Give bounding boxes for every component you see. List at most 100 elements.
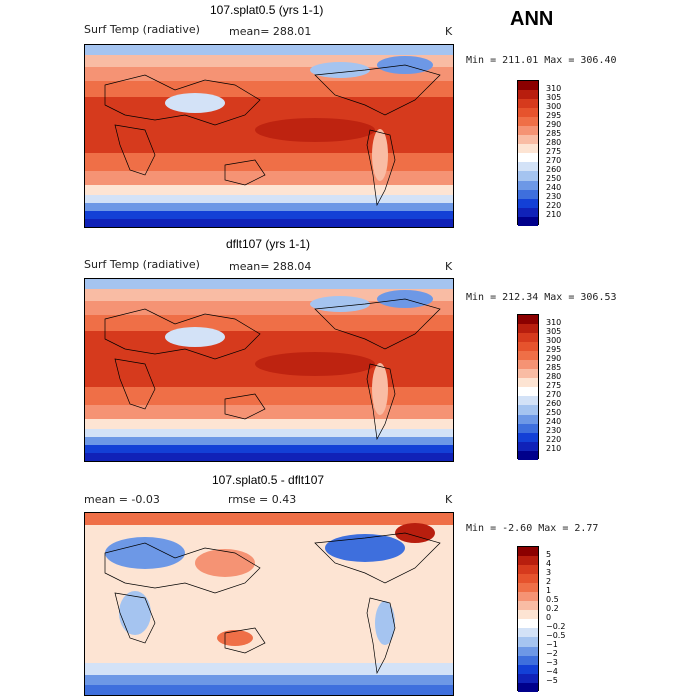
- colorbar-swatch: [518, 432, 538, 442]
- panel1-colorbar-tick: 295: [546, 111, 562, 120]
- panel3-unit: K: [445, 493, 453, 506]
- colorbar-swatch: [518, 628, 538, 638]
- colorbar-swatch: [518, 207, 538, 217]
- colorbar-swatch: [518, 171, 538, 181]
- colorbar-swatch: [518, 637, 538, 647]
- panel1-colorbar-tick: 275: [546, 147, 562, 156]
- panel1-colorbar-tick: 220: [546, 201, 562, 210]
- panel2-colorbar-tick: 300: [546, 336, 562, 345]
- colorbar-swatch: [518, 405, 538, 415]
- colorbar-swatch: [518, 450, 538, 460]
- colorbar-swatch: [518, 574, 538, 584]
- colorbar-swatch: [518, 619, 538, 629]
- panel2-temperature-field: [85, 279, 453, 461]
- colorbar-swatch: [518, 583, 538, 593]
- colorbar-swatch: [518, 360, 538, 370]
- colorbar-swatch: [518, 592, 538, 602]
- colorbar-swatch: [518, 333, 538, 343]
- panel1-colorbar-tick: 285: [546, 129, 562, 138]
- panel1-colorbar: [517, 80, 539, 226]
- panel2-colorbar-tick: 220: [546, 435, 562, 444]
- panel2-colorbar: [517, 314, 539, 460]
- panel1-colorbar-tick: 270: [546, 156, 562, 165]
- colorbar-swatch: [518, 682, 538, 692]
- panel2-colorbar-tick: 305: [546, 327, 562, 336]
- colorbar-swatch: [518, 387, 538, 397]
- colorbar-swatch: [518, 99, 538, 109]
- panel3-colorbar-tick: 0.5: [546, 595, 559, 604]
- colorbar-swatch: [518, 565, 538, 575]
- colorbar-swatch: [518, 610, 538, 620]
- panel3-minmax: Min = -2.60 Max = 2.77: [466, 523, 599, 534]
- colorbar-swatch: [518, 351, 538, 361]
- panel2-title: dflt107 (yrs 1-1): [226, 237, 311, 251]
- colorbar-swatch: [518, 342, 538, 352]
- colorbar-swatch: [518, 135, 538, 145]
- colorbar-swatch: [518, 216, 538, 226]
- panel2-colorbar-tick: 295: [546, 345, 562, 354]
- panel1-colorbar-tick: 230: [546, 192, 562, 201]
- panel2-colorbar-tick: 270: [546, 390, 562, 399]
- panel3-colorbar: [517, 546, 539, 692]
- colorbar-swatch: [518, 664, 538, 674]
- panel2-colorbar-tick: 250: [546, 408, 562, 417]
- panel1-temperature-field: [85, 45, 453, 227]
- panel2-colorbar-tick: 280: [546, 372, 562, 381]
- panel2-colorbar-tick: 290: [546, 354, 562, 363]
- panel1-colorbar-tick: 290: [546, 120, 562, 129]
- colorbar-swatch: [518, 162, 538, 172]
- panel1-mean-label: mean= 288.01: [229, 25, 312, 38]
- colorbar-swatch: [518, 180, 538, 190]
- panel3-colorbar-tick: 1: [546, 586, 552, 595]
- colorbar-swatch: [518, 673, 538, 683]
- panel3-colorbar-tick: 2: [546, 577, 552, 586]
- panel2-mean-label: mean= 288.04: [229, 260, 312, 273]
- colorbar-swatch: [518, 189, 538, 199]
- panel3-colorbar-tick: −0.2: [546, 622, 566, 631]
- colorbar-swatch: [518, 655, 538, 665]
- colorbar-swatch: [518, 126, 538, 136]
- panel1-colorbar-tick: 210: [546, 210, 562, 219]
- panel3-colorbar-tick: −4: [546, 667, 558, 676]
- panel1-minmax: Min = 211.01 Max = 306.40: [466, 55, 617, 66]
- colorbar-swatch: [518, 601, 538, 611]
- panel2-colorbar-tick: 230: [546, 426, 562, 435]
- colorbar-swatch: [518, 198, 538, 208]
- panel2-colorbar-tick: 260: [546, 399, 562, 408]
- panel2-colorbar-tick: 240: [546, 417, 562, 426]
- panel3-colorbar-tick: 5: [546, 550, 552, 559]
- colorbar-swatch: [518, 369, 538, 379]
- panel3-colorbar-tick: −2: [546, 649, 558, 658]
- panel3-colorbar-tick: 3: [546, 568, 552, 577]
- colorbar-swatch: [518, 90, 538, 100]
- colorbar-swatch: [518, 646, 538, 656]
- panel3-colorbar-tick: 4: [546, 559, 552, 568]
- panel3-mean-label: mean = -0.03: [84, 493, 160, 506]
- colorbar-swatch: [518, 153, 538, 163]
- panel2-colorbar-tick: 310: [546, 318, 562, 327]
- panel2-colorbar-tick: 275: [546, 381, 562, 390]
- panel1-colorbar-tick: 305: [546, 93, 562, 102]
- panel1-variable-label: Surf Temp (radiative): [84, 23, 200, 36]
- panel2-variable-label: Surf Temp (radiative): [84, 258, 200, 271]
- panel3-colorbar-tick: −1: [546, 640, 558, 649]
- panel3-colorbar-tick: −3: [546, 658, 558, 667]
- colorbar-swatch: [518, 144, 538, 154]
- colorbar-swatch: [518, 556, 538, 566]
- panel2-colorbar-tick: 210: [546, 444, 562, 453]
- colorbar-swatch: [518, 324, 538, 334]
- colorbar-swatch: [518, 378, 538, 388]
- panel3-colorbar-tick: −0.5: [546, 631, 566, 640]
- colorbar-swatch: [518, 81, 538, 91]
- panel3-difference-field: [85, 513, 453, 695]
- panel1-unit: K: [445, 25, 453, 38]
- colorbar-swatch: [518, 117, 538, 127]
- panel1-colorbar-tick: 280: [546, 138, 562, 147]
- panel1-map: [84, 44, 454, 228]
- panel1-colorbar-tick: 300: [546, 102, 562, 111]
- colorbar-swatch: [518, 423, 538, 433]
- season-label: ANN: [510, 8, 554, 30]
- colorbar-swatch: [518, 414, 538, 424]
- panel3-colorbar-tick: −5: [546, 676, 558, 685]
- colorbar-swatch: [518, 315, 538, 325]
